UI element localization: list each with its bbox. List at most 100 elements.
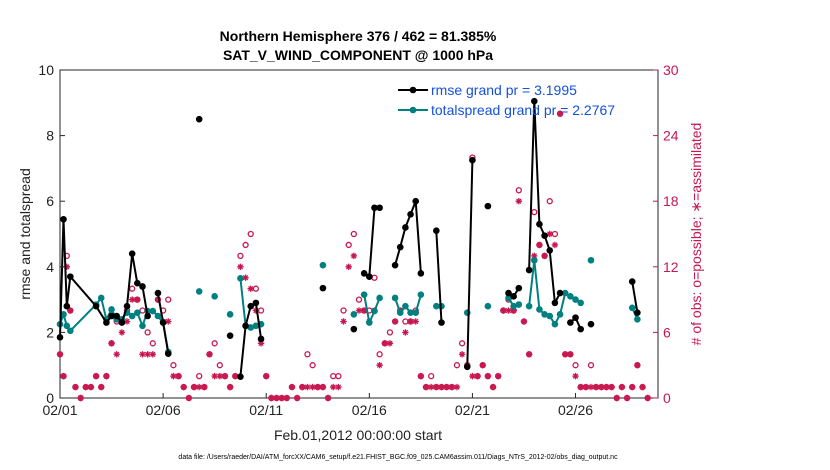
obs-possible-marker xyxy=(345,241,352,249)
rmse-point xyxy=(63,302,71,310)
y-right-tick-label: 12 xyxy=(663,259,679,275)
obs-assimilated-marker xyxy=(216,372,224,380)
obs-assimilated-marker xyxy=(618,383,626,391)
obs-assimilated-marker xyxy=(257,340,265,347)
totalspread-point xyxy=(525,302,533,310)
rmse-point xyxy=(396,243,404,251)
totalspread-point xyxy=(247,324,255,331)
obs-assimilated-marker xyxy=(170,372,177,380)
obs-assimilated-marker xyxy=(500,307,507,314)
obs-assimilated-marker xyxy=(531,252,538,260)
obs-assimilated-marker xyxy=(263,372,270,380)
totalspread-point xyxy=(149,307,157,315)
obs-assimilated-marker xyxy=(381,340,388,347)
rmse-point xyxy=(257,335,265,343)
obs-assimilated-marker xyxy=(165,318,172,325)
x-tick-label: 02/06 xyxy=(146,402,181,418)
totalspread-point xyxy=(402,302,409,310)
obs-assimilated-marker xyxy=(515,198,523,205)
rmse-point xyxy=(195,115,203,123)
obs-possible-marker xyxy=(340,307,347,314)
rmse-point xyxy=(164,350,172,358)
rmse-point xyxy=(412,197,420,205)
obs-possible-marker xyxy=(335,372,342,380)
rmse-point xyxy=(56,334,64,341)
obs-possible-marker xyxy=(458,340,466,347)
rmse-point xyxy=(371,204,378,212)
obs-assimilated-marker xyxy=(644,394,651,402)
obs-possible-marker xyxy=(546,198,553,205)
totalspread-point xyxy=(505,294,512,302)
totalspread-point xyxy=(530,256,538,264)
x-tick-label: 02/21 xyxy=(455,402,490,418)
obs-assimilated-marker xyxy=(427,383,435,391)
rmse-point xyxy=(634,309,641,317)
x-tick-label: 02/16 xyxy=(352,402,387,418)
obs-possible-marker xyxy=(515,187,522,194)
totalspread-point xyxy=(97,294,105,302)
rmse-point xyxy=(118,319,126,326)
obs-possible-marker xyxy=(216,362,223,369)
y-right-tick-label: 30 xyxy=(663,62,679,78)
obs-assimilated-marker xyxy=(510,307,517,314)
rmse-point xyxy=(154,289,162,297)
rmse-point xyxy=(237,373,244,380)
obs-assimilated-marker xyxy=(330,383,337,391)
totalspread-point xyxy=(561,289,569,297)
rmse-line xyxy=(466,160,474,367)
totalspread-point xyxy=(319,261,327,269)
rmse-point xyxy=(433,227,440,235)
obs-assimilated-marker xyxy=(195,383,203,391)
obs-assimilated-marker xyxy=(458,351,466,358)
obs-assimilated-marker xyxy=(494,372,502,380)
totalspread-point xyxy=(510,302,517,310)
totalspread-point xyxy=(484,302,492,310)
obs-assimilated-marker xyxy=(324,394,332,402)
obs-assimilated-marker xyxy=(386,340,394,347)
rmse-point xyxy=(113,312,121,320)
totalspread-point xyxy=(634,315,641,323)
y-tick-label: 10 xyxy=(38,62,54,78)
totalspread-point xyxy=(67,327,74,335)
obs-assimilated-marker xyxy=(438,383,445,391)
totalspread-point xyxy=(417,291,425,298)
y-tick-label: 6 xyxy=(46,193,54,209)
obs-assimilated-marker xyxy=(134,296,141,303)
obs-assimilated-marker xyxy=(417,372,425,380)
rmse-point xyxy=(402,224,409,231)
obs-assimilated-marker xyxy=(412,318,419,325)
obs-assimilated-marker xyxy=(149,351,156,358)
rmse-point xyxy=(108,312,115,320)
obs-assimilated-marker xyxy=(407,318,414,325)
obs-possible-marker xyxy=(165,296,172,303)
rmse-point xyxy=(551,299,559,307)
obs-assimilated-marker xyxy=(577,383,584,391)
obs-assimilated-marker xyxy=(551,241,559,249)
obs-assimilated-marker xyxy=(598,383,605,391)
totalspread-point xyxy=(536,306,543,313)
totalspread-point xyxy=(60,311,67,318)
obs-assimilated-marker xyxy=(603,383,610,391)
totalspread-point xyxy=(371,307,378,315)
rmse-point xyxy=(144,312,151,320)
obs-assimilated-marker xyxy=(273,394,280,402)
obs-assimilated-marker xyxy=(252,307,260,314)
plot-frame xyxy=(59,69,659,399)
obs-assimilated-marker xyxy=(278,394,285,402)
obs-assimilated-marker xyxy=(185,394,193,402)
y-right-tick-label: 18 xyxy=(663,193,679,209)
rmse-point xyxy=(360,270,368,277)
obs-assimilated-marker xyxy=(562,351,569,358)
x-tick-label: 02/01 xyxy=(42,402,77,418)
totalspread-point xyxy=(360,291,368,298)
rmse-point xyxy=(128,250,136,257)
obs-assimilated-marker xyxy=(56,351,64,358)
rmse-point xyxy=(252,299,260,307)
legend: rmse grand pr = 3.1995 totalspread grand… xyxy=(398,82,615,118)
obs-assimilated-marker xyxy=(634,362,641,369)
obs-assimilated-marker xyxy=(87,383,95,391)
rmse-point xyxy=(530,97,538,105)
obs-assimilated-marker xyxy=(443,383,450,391)
totalspread-point xyxy=(546,312,554,320)
